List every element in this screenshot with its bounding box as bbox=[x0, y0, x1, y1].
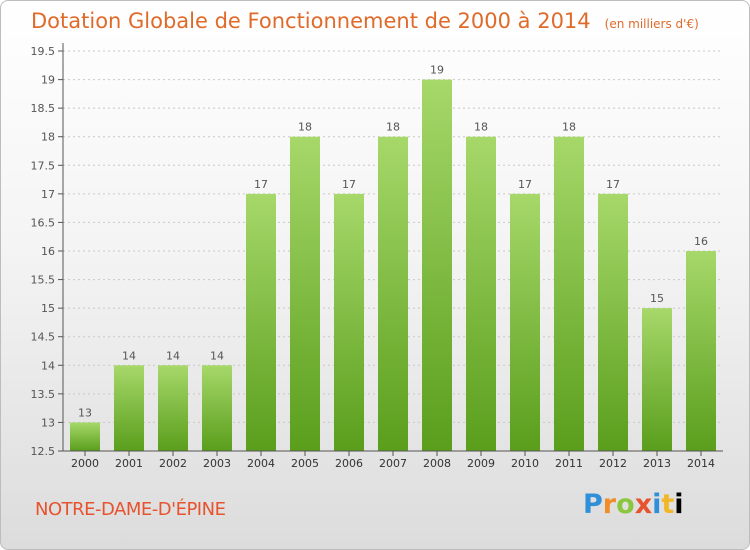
x-tick-label: 2010 bbox=[511, 457, 539, 470]
bar bbox=[246, 193, 276, 451]
y-tick-label: 19 bbox=[41, 74, 55, 87]
bar-value-label: 13 bbox=[78, 406, 92, 419]
chart-subtitle: (en milliers d'€) bbox=[604, 17, 699, 31]
logo-letter: i bbox=[652, 489, 662, 520]
x-tick-label: 2011 bbox=[555, 457, 583, 470]
x-tick-label: 2012 bbox=[599, 457, 627, 470]
bar-value-label: 16 bbox=[694, 235, 708, 248]
x-tick-label: 2013 bbox=[643, 457, 671, 470]
bar-value-label: 17 bbox=[342, 178, 356, 191]
bar-value-label: 19 bbox=[430, 64, 444, 77]
bar bbox=[598, 193, 628, 451]
bar-value-label: 18 bbox=[474, 121, 488, 134]
bar bbox=[158, 365, 188, 451]
bar-value-label: 18 bbox=[562, 121, 576, 134]
bar bbox=[466, 136, 496, 451]
y-tick-label: 17 bbox=[41, 188, 55, 201]
bar bbox=[510, 193, 540, 451]
x-tick-label: 2005 bbox=[291, 457, 319, 470]
logo-letter: x bbox=[634, 489, 653, 520]
x-tick-label: 2001 bbox=[115, 457, 143, 470]
logo-letter: r bbox=[602, 489, 617, 520]
logo-letter: t bbox=[661, 489, 675, 520]
y-tick-label: 16.5 bbox=[31, 216, 56, 229]
bar bbox=[114, 365, 144, 451]
bar bbox=[642, 308, 672, 451]
x-tick-label: 2008 bbox=[423, 457, 451, 470]
y-tick-label: 18 bbox=[41, 131, 55, 144]
bar-value-label: 14 bbox=[122, 349, 136, 362]
x-tick-label: 2014 bbox=[687, 457, 715, 470]
y-tick-label: 15.5 bbox=[31, 274, 56, 287]
y-tick-label: 15 bbox=[41, 302, 55, 315]
y-tick-label: 13.5 bbox=[31, 388, 56, 401]
y-tick-label: 14 bbox=[41, 359, 55, 372]
bar bbox=[290, 136, 320, 451]
bar bbox=[378, 136, 408, 451]
x-tick-label: 2007 bbox=[379, 457, 407, 470]
x-tick-label: 2006 bbox=[335, 457, 363, 470]
y-tick-label: 13 bbox=[41, 416, 55, 429]
x-tick-label: 2009 bbox=[467, 457, 495, 470]
bar bbox=[334, 193, 364, 451]
y-tick-label: 19.5 bbox=[31, 45, 56, 58]
x-tick-label: 2004 bbox=[247, 457, 275, 470]
bar bbox=[70, 422, 100, 451]
x-tick-label: 2003 bbox=[203, 457, 231, 470]
chart-title: Dotation Globale de Fonctionnement de 20… bbox=[31, 9, 699, 33]
bar bbox=[202, 365, 232, 451]
commune-name: NOTRE-DAME-D'ÉPINE bbox=[35, 499, 226, 520]
bar bbox=[422, 79, 452, 452]
y-tick-label: 17.5 bbox=[31, 159, 56, 172]
y-tick-label: 12.5 bbox=[31, 445, 56, 458]
bar-value-label: 18 bbox=[386, 121, 400, 134]
x-tick-label: 2002 bbox=[159, 457, 187, 470]
y-tick-label: 16 bbox=[41, 245, 55, 258]
bar-value-label: 18 bbox=[298, 121, 312, 134]
bar-value-label: 17 bbox=[254, 178, 268, 191]
y-tick-label: 14.5 bbox=[31, 331, 56, 344]
bar bbox=[686, 251, 716, 451]
bar-value-label: 17 bbox=[518, 178, 532, 191]
bar bbox=[554, 136, 584, 451]
y-tick-label: 18.5 bbox=[31, 102, 56, 115]
title-text: Dotation Globale de Fonctionnement de 20… bbox=[31, 9, 591, 33]
logo-letter: P bbox=[583, 489, 603, 520]
bar-value-label: 15 bbox=[650, 292, 664, 305]
proxiti-logo[interactable]: Proxiti bbox=[583, 489, 684, 520]
bar-value-label: 14 bbox=[166, 349, 180, 362]
bar-value-label: 14 bbox=[210, 349, 224, 362]
bar-value-label: 17 bbox=[606, 178, 620, 191]
x-tick-label: 2000 bbox=[71, 457, 99, 470]
logo-letter: o bbox=[616, 489, 635, 520]
logo-letter: i bbox=[674, 489, 684, 520]
